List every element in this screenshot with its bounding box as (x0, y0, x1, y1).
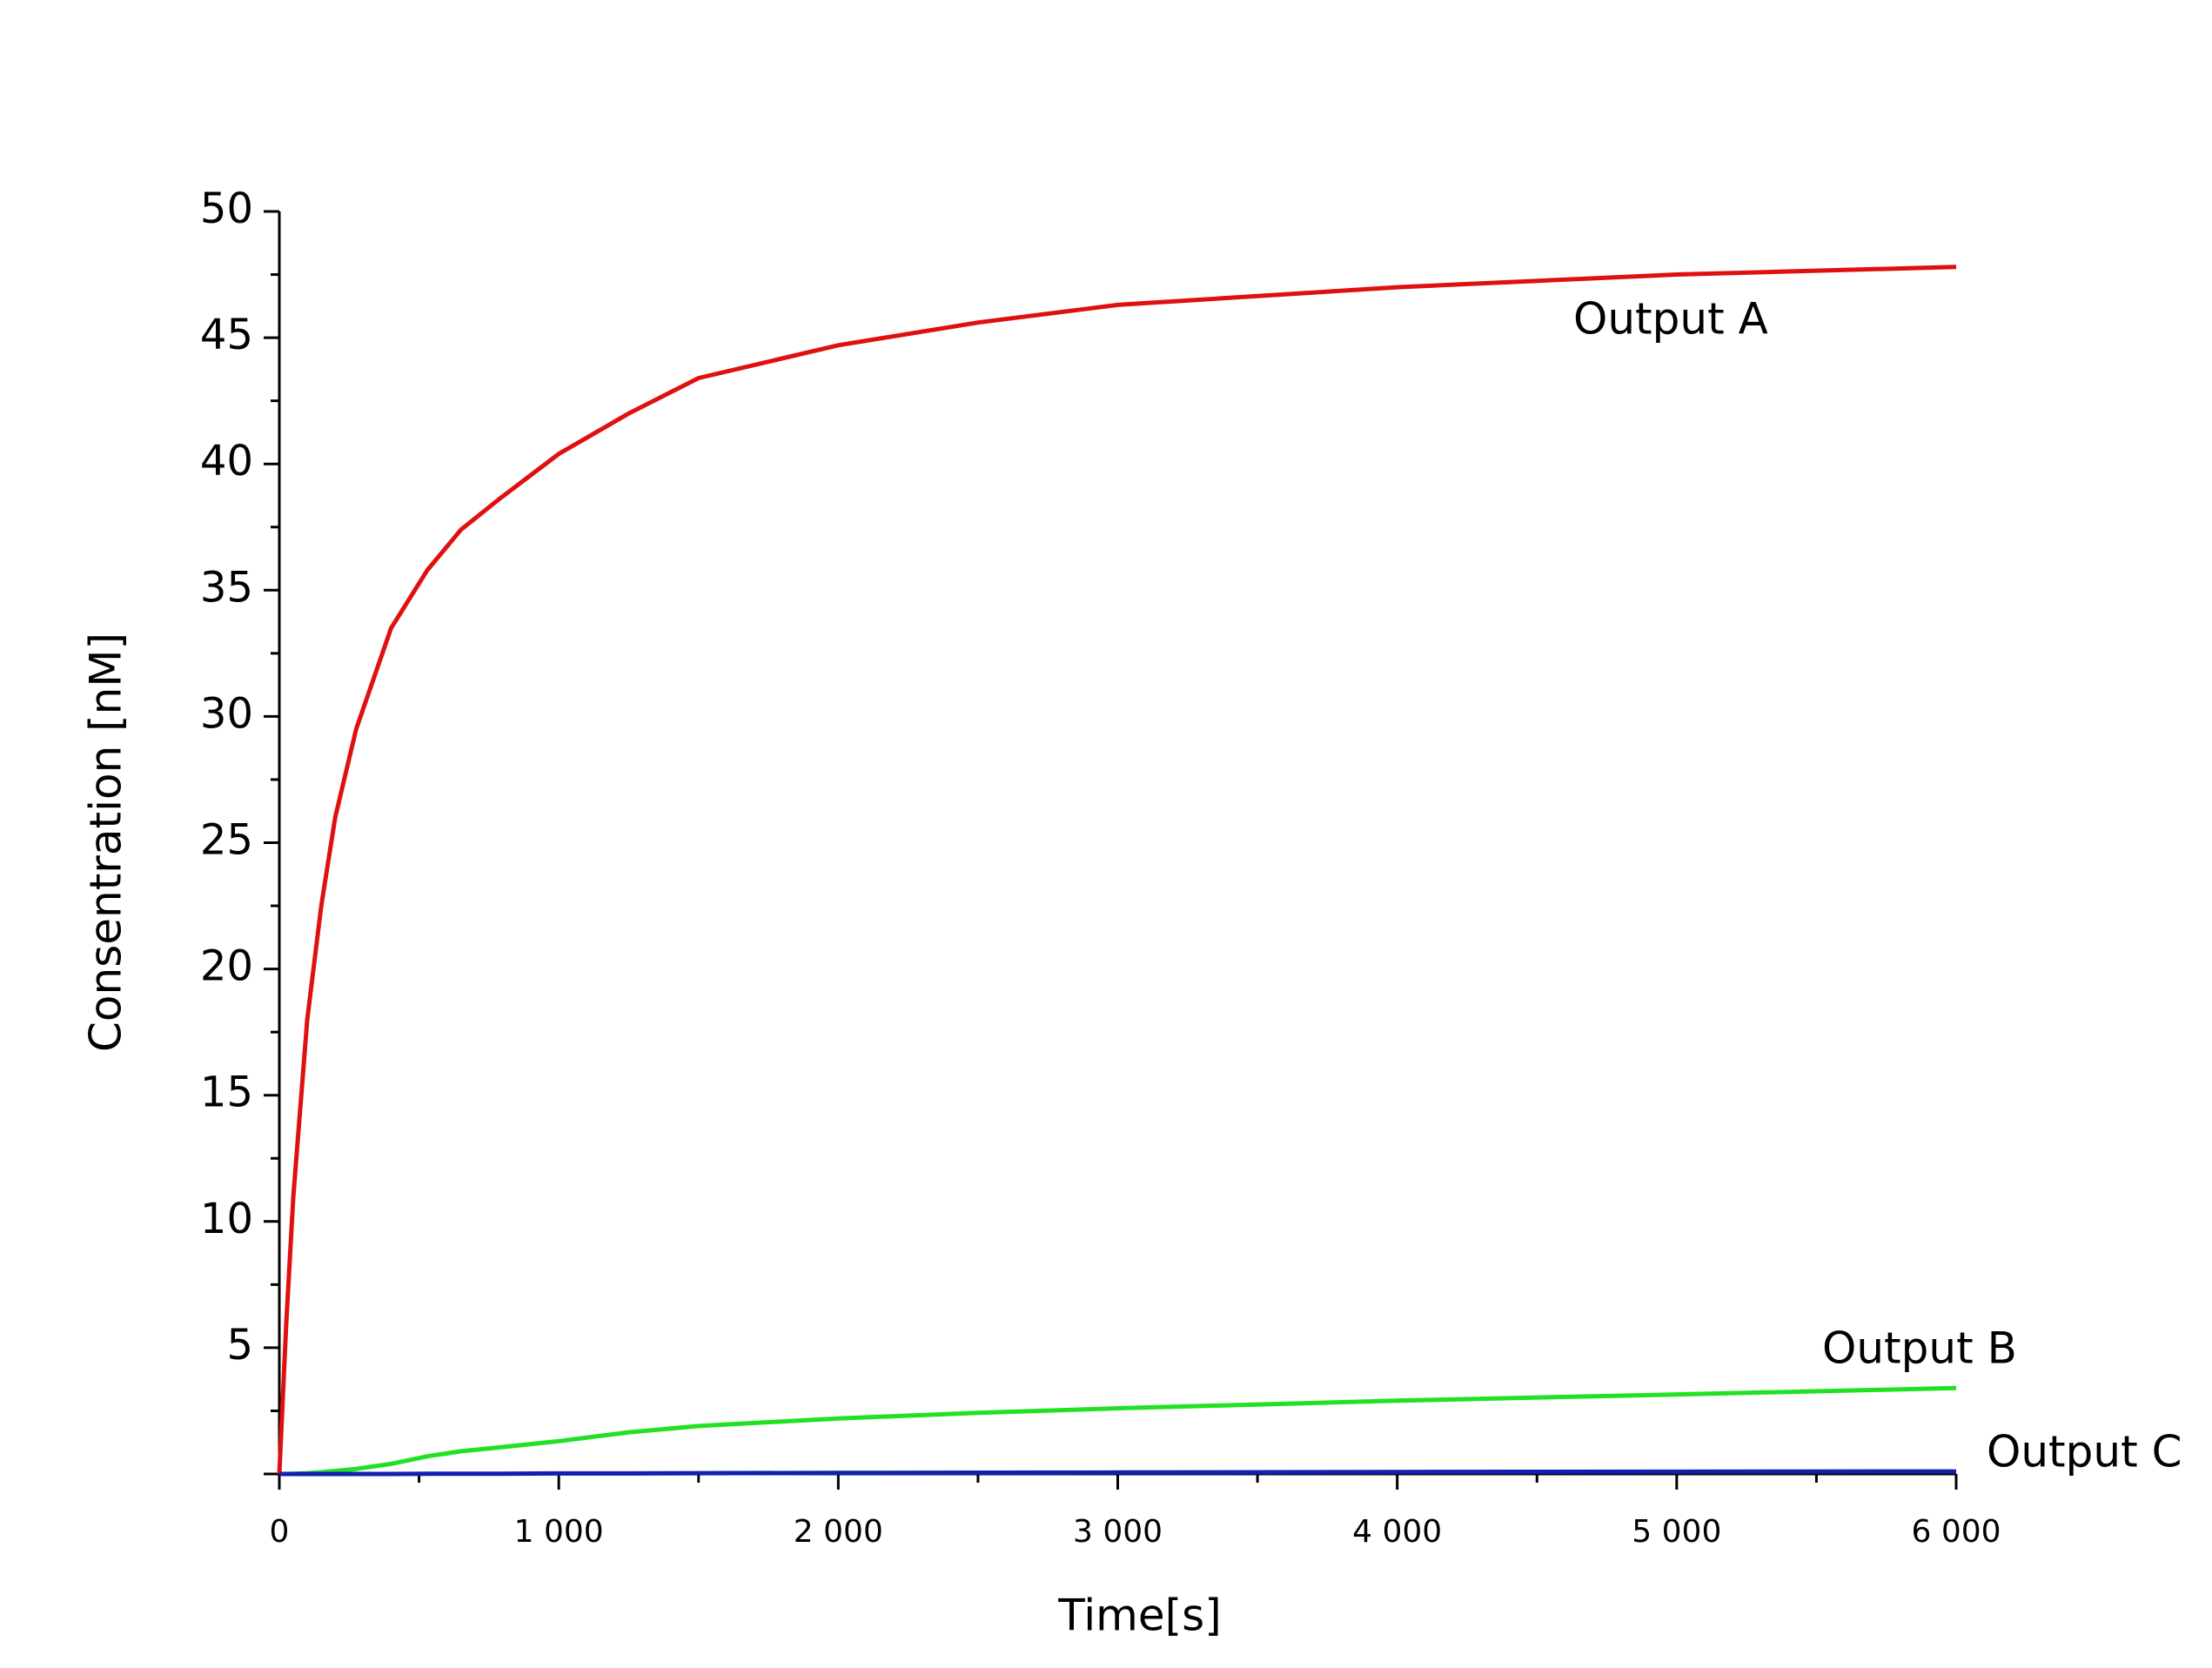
series-label: Output A (1573, 294, 1768, 345)
y-tick-label: 40 (200, 437, 253, 486)
y-tick-label: 10 (200, 1195, 253, 1243)
x-tick-label: 4 000 (1352, 1514, 1442, 1550)
y-tick-label: 35 (200, 563, 253, 612)
y-tick-label: 30 (200, 689, 253, 738)
y-tick-label: 20 (200, 942, 253, 991)
series-line (279, 1469, 1957, 1477)
y-tick-label: 25 (200, 816, 253, 865)
y-axis-label: Consentration [nM] (81, 633, 131, 1052)
y-tick-label: 5 (226, 1321, 253, 1370)
x-tick-label: 0 (270, 1514, 290, 1550)
series-label: Output C (1987, 1427, 2182, 1477)
y-tick-label: 15 (200, 1068, 253, 1117)
x-tick-label: 2 000 (794, 1514, 883, 1550)
series-label: Output B (1822, 1323, 2017, 1374)
x-tick-label: 3 000 (1073, 1514, 1163, 1550)
series-line (277, 265, 1957, 1475)
series-line (279, 1385, 1957, 1477)
y-tick-label: 45 (200, 311, 253, 359)
x-tick-label: 6 000 (1911, 1514, 2001, 1550)
x-tick-label: 1 000 (514, 1514, 604, 1550)
x-tick-label: 5 000 (1632, 1514, 1721, 1550)
y-tick-label: 50 (200, 184, 253, 233)
x-axis-label: Time[s] (1057, 1591, 1221, 1641)
